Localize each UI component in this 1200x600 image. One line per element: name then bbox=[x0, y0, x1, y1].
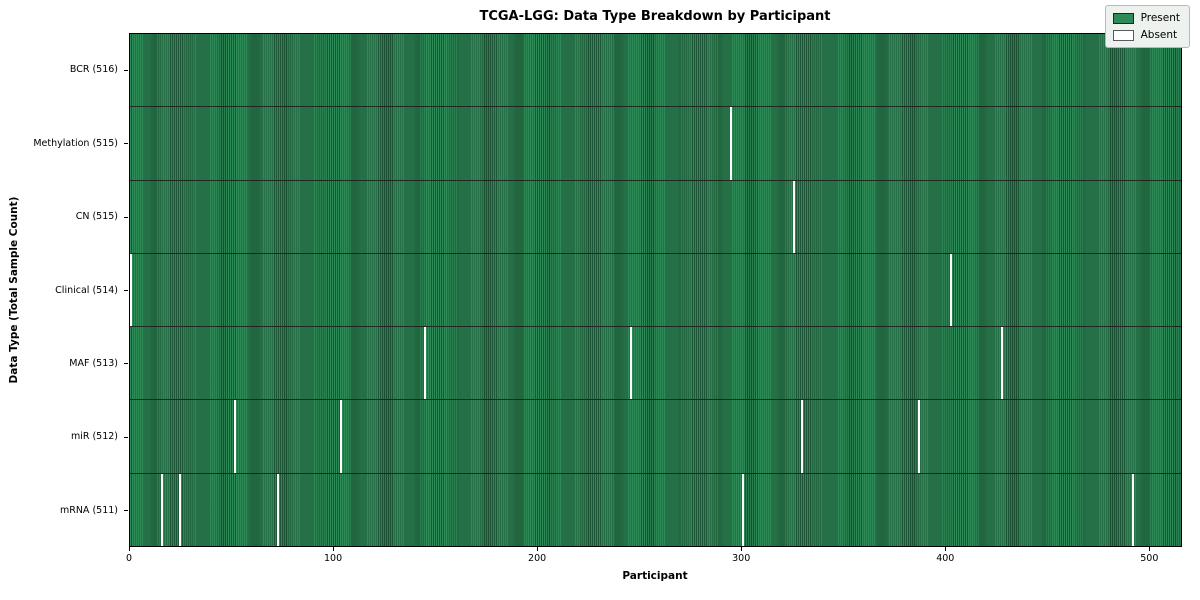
absent-gap bbox=[178, 473, 182, 546]
chart-title: TCGA-LGG: Data Type Breakdown by Partici… bbox=[479, 9, 831, 24]
absent-gap bbox=[801, 400, 804, 473]
y-tick-mark bbox=[124, 510, 128, 512]
absent-gap bbox=[950, 253, 953, 327]
legend: Present Absent bbox=[1104, 5, 1190, 48]
data-type-row-maf bbox=[130, 327, 1181, 401]
absent-gap bbox=[629, 327, 633, 400]
absent-gap bbox=[276, 473, 280, 546]
x-tick-mark bbox=[740, 547, 742, 551]
absent-gap bbox=[742, 473, 745, 546]
absent-gap bbox=[1001, 327, 1004, 400]
y-tick-label: BCR (516) bbox=[69, 64, 118, 76]
x-tick-mark bbox=[128, 547, 130, 551]
data-type-row-mrna bbox=[130, 473, 1181, 546]
y-tick-mark bbox=[124, 216, 128, 218]
data-type-row-bcr bbox=[130, 34, 1181, 108]
present-swatch-icon bbox=[1112, 12, 1134, 24]
data-type-row-mir bbox=[130, 400, 1181, 474]
legend-label-absent: Absent bbox=[1140, 29, 1178, 41]
absent-gap bbox=[340, 400, 343, 473]
absent-gap bbox=[729, 107, 733, 180]
y-tick-label: Clinical (514) bbox=[55, 284, 118, 296]
data-type-row-cn bbox=[130, 180, 1181, 254]
y-tick-mark bbox=[124, 290, 128, 291]
x-tick-label: 300 bbox=[732, 553, 751, 564]
legend-entry-present: Present bbox=[1112, 12, 1180, 24]
x-axis-label: Participant bbox=[622, 570, 688, 582]
plot-area bbox=[129, 33, 1182, 547]
y-tick-mark bbox=[124, 143, 128, 145]
absent-gap bbox=[793, 180, 796, 253]
absent-gap bbox=[423, 327, 426, 400]
y-tick-label: CN (515) bbox=[75, 211, 118, 223]
x-tick-label: 200 bbox=[528, 553, 547, 564]
absent-gap bbox=[130, 253, 133, 327]
absent-gap bbox=[917, 400, 920, 473]
absent-gap bbox=[234, 400, 237, 473]
y-tick-label: miR (512) bbox=[70, 431, 118, 443]
absent-gap bbox=[160, 473, 163, 546]
x-tick-label: 0 bbox=[125, 553, 133, 564]
x-tick-mark bbox=[1148, 547, 1150, 551]
y-tick-mark bbox=[124, 363, 128, 365]
absent-gap bbox=[1131, 473, 1135, 546]
legend-label-present: Present bbox=[1140, 12, 1180, 24]
absent-swatch-icon bbox=[1112, 29, 1134, 41]
x-tick-label: 500 bbox=[1140, 553, 1159, 564]
y-tick-label: mRNA (511) bbox=[59, 504, 118, 516]
data-type-row-methylation bbox=[130, 107, 1181, 181]
x-tick-mark bbox=[332, 547, 334, 551]
x-tick-mark bbox=[536, 547, 538, 551]
x-tick-label: 400 bbox=[936, 553, 955, 564]
x-tick-mark bbox=[944, 547, 946, 551]
y-tick-label: Methylation (515) bbox=[33, 137, 118, 149]
data-type-row-clinical bbox=[130, 253, 1181, 328]
y-tick-mark bbox=[124, 436, 128, 438]
y-tick-label: MAF (513) bbox=[69, 357, 118, 369]
x-tick-label: 100 bbox=[323, 553, 343, 564]
legend-entry-absent: Absent bbox=[1112, 29, 1180, 41]
y-tick-mark bbox=[124, 69, 128, 71]
